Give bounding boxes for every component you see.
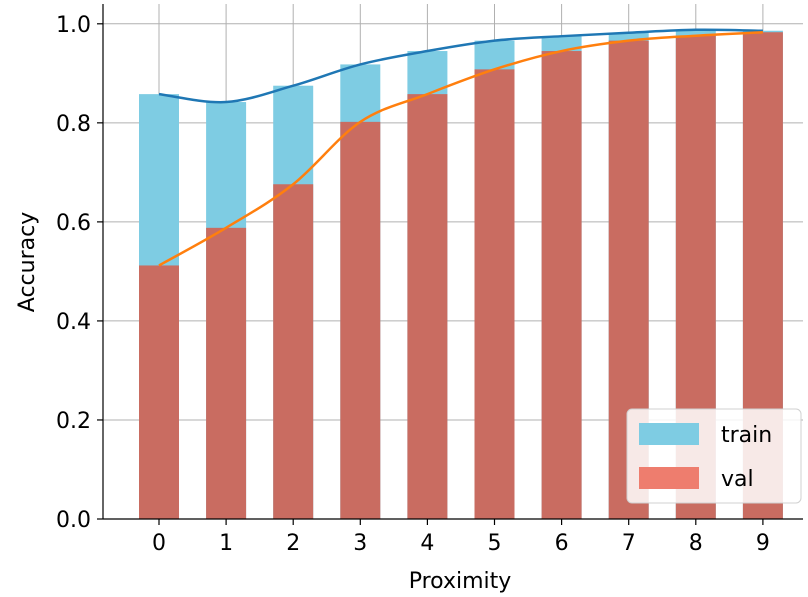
tick-labels: 0.0 0.2 0.4 0.6 0.8 1.0 0 1 2 3 4 5 6 7 8 9 [56,13,770,556]
x-tick-label-5: 5 [488,531,502,556]
bar-val-4 [407,94,448,519]
bar-val-1 [206,227,247,520]
line-val [158,30,763,267]
y-tick-label-4: 0.8 [56,112,91,137]
y-tick-label-3: 0.6 [56,211,91,236]
x-tick-label-3: 3 [353,531,367,556]
bar-val-3 [340,121,381,519]
y-tick-label-1: 0.2 [56,409,91,434]
x-tick-label-2: 2 [286,531,300,556]
x-tick-label-1: 1 [219,531,233,556]
axes [97,4,803,525]
x-axis-label: Proximity [409,569,512,594]
bar-val-6 [541,51,582,519]
legend-label-train: train [721,423,772,448]
bar-val-5 [474,69,515,519]
x-tick-label-6: 6 [555,531,569,556]
y-tick-label-0: 0.0 [56,508,91,533]
x-tick-label-7: 7 [622,531,636,556]
bar-val-2 [273,184,314,519]
legend-label-val: val [721,467,754,492]
x-tick-label-4: 4 [420,531,434,556]
legend: train val [626,408,802,504]
x-tick-label-8: 8 [689,531,703,556]
y-tick-label-5: 1.0 [56,13,91,38]
x-tick-label-0: 0 [152,531,166,556]
line-train [158,28,763,104]
legend-swatch-val [639,467,699,489]
legend-swatch-train [639,423,699,445]
series-lines [158,28,763,267]
x-tick-label-9: 9 [756,531,770,556]
y-tick-label-2: 0.4 [56,310,91,335]
y-axis-label: Accuracy [15,212,40,312]
bar-val-0 [139,265,179,519]
